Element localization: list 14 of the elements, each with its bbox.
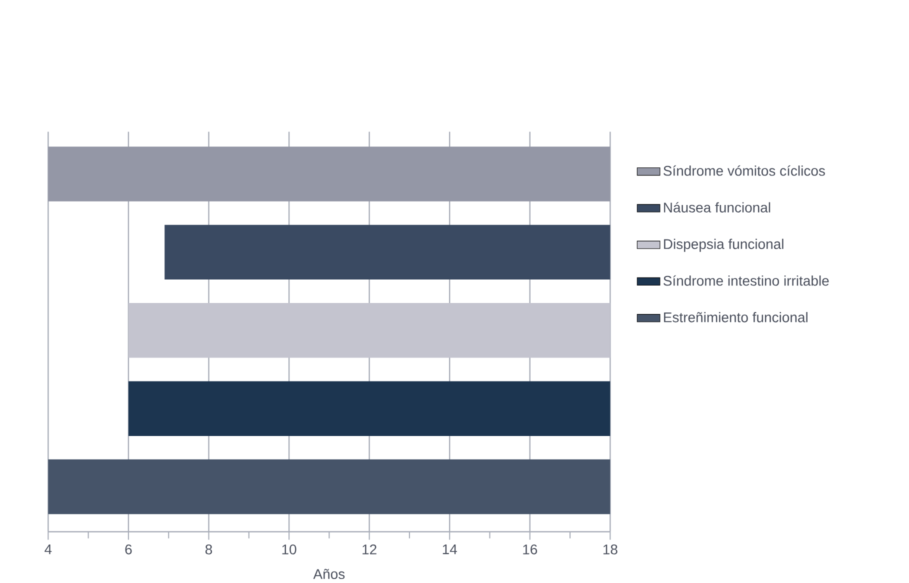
x-tick-label: 18 (603, 544, 618, 554)
x-tick-label: 14 (442, 544, 457, 554)
x-axis-title: Años (313, 568, 345, 579)
x-tick-label: 10 (282, 544, 296, 554)
x-tick-label: 8 (205, 544, 212, 554)
legend-label: Síndrome vómitos cíclicos (664, 165, 825, 176)
x-tick-label: 12 (362, 544, 376, 554)
legend-label: Síndrome intestino irritable (664, 275, 829, 286)
legend-label: Estreñimiento funcional (664, 312, 808, 322)
legend-label: Dispepsia funcional (664, 238, 784, 252)
legend-label: Náusea funcional (664, 202, 770, 212)
x-tick-label: 6 (125, 544, 132, 554)
x-tick-label: 4 (44, 544, 52, 554)
x-tick-label: 16 (523, 544, 538, 554)
